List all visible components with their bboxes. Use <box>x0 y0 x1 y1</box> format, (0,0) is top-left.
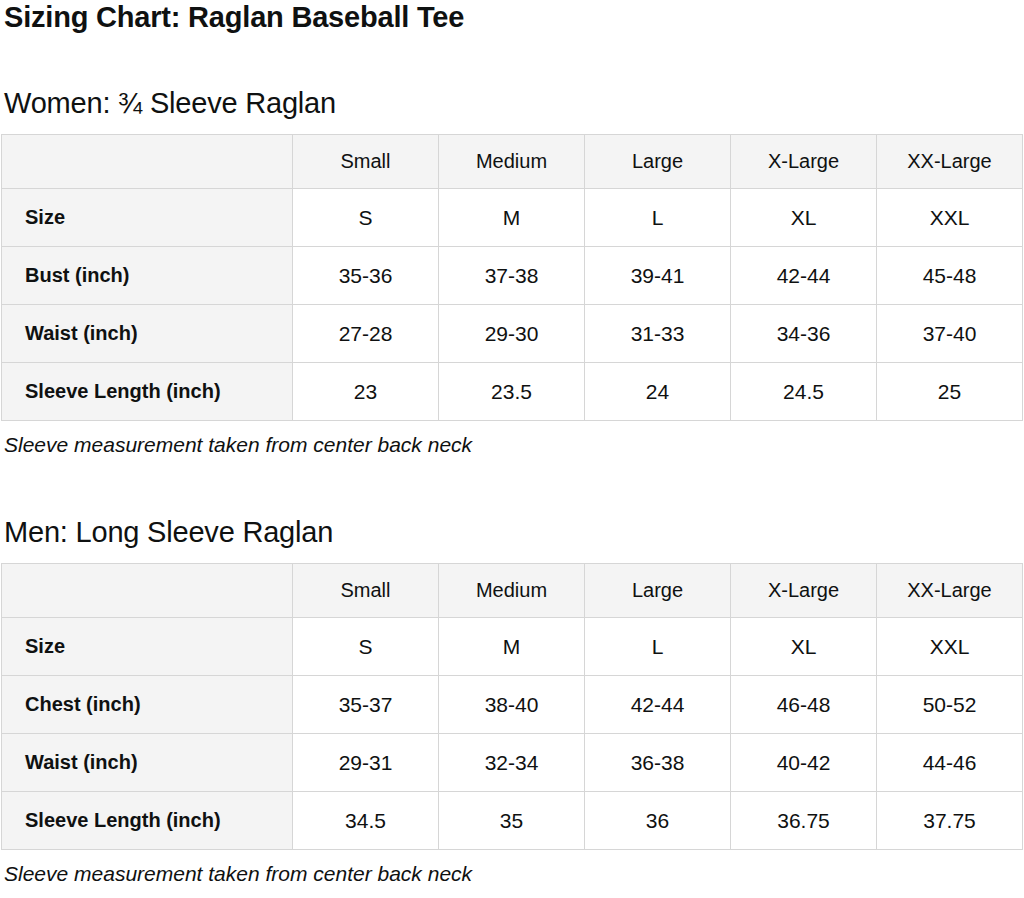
section-women: Women: ¾ Sleeve Raglan Small Medium Larg… <box>0 85 1024 458</box>
value-cell: 50-52 <box>877 676 1023 734</box>
value-cell: L <box>585 189 731 247</box>
value-cell: 34.5 <box>293 792 439 850</box>
value-cell: M <box>439 618 585 676</box>
value-cell: XL <box>731 189 877 247</box>
women-table-row-sleeve-length: Sleeve Length (inch) 23 23.5 24 24.5 25 <box>2 363 1023 421</box>
men-table-row-size: Size S M L XL XXL <box>2 618 1023 676</box>
value-cell: 36 <box>585 792 731 850</box>
value-cell: 38-40 <box>439 676 585 734</box>
row-label-cell: Size <box>2 618 293 676</box>
row-label-cell: Size <box>2 189 293 247</box>
value-cell: S <box>293 618 439 676</box>
women-column-header-small: Small <box>293 135 439 189</box>
men-table-header-row: Small Medium Large X-Large XX-Large <box>2 564 1023 618</box>
men-column-header-xxlarge: XX-Large <box>877 564 1023 618</box>
row-label-cell: Chest (inch) <box>2 676 293 734</box>
value-cell: 29-30 <box>439 305 585 363</box>
row-label-cell: Sleeve Length (inch) <box>2 363 293 421</box>
value-cell: 45-48 <box>877 247 1023 305</box>
men-table-row-chest: Chest (inch) 35-37 38-40 42-44 46-48 50-… <box>2 676 1023 734</box>
value-cell: 23.5 <box>439 363 585 421</box>
value-cell: 29-31 <box>293 734 439 792</box>
row-label-cell: Bust (inch) <box>2 247 293 305</box>
row-label-cell: Sleeve Length (inch) <box>2 792 293 850</box>
men-column-header-large: Large <box>585 564 731 618</box>
value-cell: 34-36 <box>731 305 877 363</box>
women-table-row-bust: Bust (inch) 35-36 37-38 39-41 42-44 45-4… <box>2 247 1023 305</box>
men-sleeve-note: Sleeve measurement taken from center bac… <box>4 861 1024 887</box>
value-cell: 32-34 <box>439 734 585 792</box>
value-cell: 37-40 <box>877 305 1023 363</box>
value-cell: 37.75 <box>877 792 1023 850</box>
value-cell: XL <box>731 618 877 676</box>
value-cell: 35-37 <box>293 676 439 734</box>
men-column-header-small: Small <box>293 564 439 618</box>
women-table-header-row: Small Medium Large X-Large XX-Large <box>2 135 1023 189</box>
value-cell: 42-44 <box>731 247 877 305</box>
men-size-table: Small Medium Large X-Large XX-Large Size… <box>1 563 1023 850</box>
value-cell: S <box>293 189 439 247</box>
page-title: Sizing Chart: Raglan Baseball Tee <box>4 0 1024 35</box>
value-cell: 25 <box>877 363 1023 421</box>
value-cell: 36-38 <box>585 734 731 792</box>
value-cell: M <box>439 189 585 247</box>
value-cell: 35-36 <box>293 247 439 305</box>
value-cell: 24 <box>585 363 731 421</box>
men-section-heading: Men: Long Sleeve Raglan <box>4 514 1024 550</box>
women-size-table: Small Medium Large X-Large XX-Large Size… <box>1 134 1023 421</box>
women-section-heading: Women: ¾ Sleeve Raglan <box>4 85 1024 121</box>
value-cell: 36.75 <box>731 792 877 850</box>
value-cell: 37-38 <box>439 247 585 305</box>
men-table-row-waist: Waist (inch) 29-31 32-34 36-38 40-42 44-… <box>2 734 1023 792</box>
row-label-cell: Waist (inch) <box>2 734 293 792</box>
women-column-header-xxlarge: XX-Large <box>877 135 1023 189</box>
women-column-header-large: Large <box>585 135 731 189</box>
section-men: Men: Long Sleeve Raglan Small Medium Lar… <box>0 514 1024 887</box>
value-cell: XXL <box>877 618 1023 676</box>
value-cell: 31-33 <box>585 305 731 363</box>
row-label-cell: Waist (inch) <box>2 305 293 363</box>
value-cell: 39-41 <box>585 247 731 305</box>
men-column-header-blank <box>2 564 293 618</box>
women-table-row-size: Size S M L XL XXL <box>2 189 1023 247</box>
sizing-chart-page: Sizing Chart: Raglan Baseball Tee Women:… <box>0 0 1024 898</box>
value-cell: 40-42 <box>731 734 877 792</box>
women-column-header-blank <box>2 135 293 189</box>
women-column-header-xlarge: X-Large <box>731 135 877 189</box>
value-cell: 23 <box>293 363 439 421</box>
women-column-header-medium: Medium <box>439 135 585 189</box>
women-table-row-waist: Waist (inch) 27-28 29-30 31-33 34-36 37-… <box>2 305 1023 363</box>
value-cell: XXL <box>877 189 1023 247</box>
value-cell: 24.5 <box>731 363 877 421</box>
value-cell: 27-28 <box>293 305 439 363</box>
value-cell: L <box>585 618 731 676</box>
women-sleeve-note: Sleeve measurement taken from center bac… <box>4 432 1024 458</box>
men-column-header-medium: Medium <box>439 564 585 618</box>
value-cell: 35 <box>439 792 585 850</box>
value-cell: 44-46 <box>877 734 1023 792</box>
value-cell: 42-44 <box>585 676 731 734</box>
value-cell: 46-48 <box>731 676 877 734</box>
men-table-row-sleeve-length: Sleeve Length (inch) 34.5 35 36 36.75 37… <box>2 792 1023 850</box>
men-column-header-xlarge: X-Large <box>731 564 877 618</box>
